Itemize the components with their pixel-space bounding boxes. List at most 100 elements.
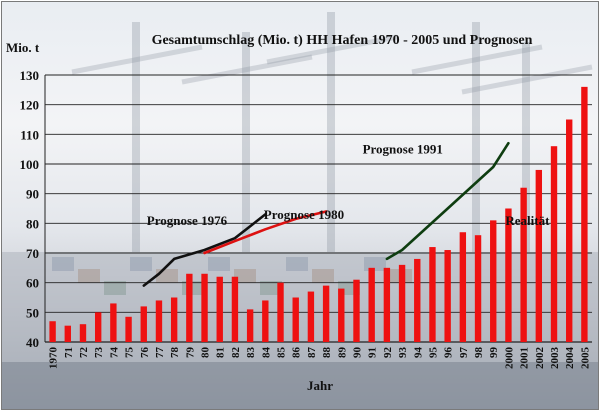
forecast-lines <box>142 141 510 287</box>
y-tick-label: 110 <box>20 127 39 142</box>
bar <box>64 325 71 342</box>
bar <box>231 276 239 342</box>
bar <box>535 169 543 342</box>
forecast-label: Prognose 1980 <box>264 207 344 222</box>
x-tick-label: 2002 <box>534 347 546 370</box>
x-tick-label: 83 <box>245 347 257 359</box>
bar <box>277 282 284 342</box>
grid <box>44 74 592 343</box>
forecast-label: Prognose 1976 <box>147 213 228 228</box>
container-shape <box>234 269 256 283</box>
y-tick-label: 130 <box>20 68 40 83</box>
x-tick-label: 82 <box>230 347 242 359</box>
container-shape <box>364 257 386 271</box>
bar <box>490 220 497 342</box>
x-tick-label: 2004 <box>564 347 576 370</box>
crane-shape <box>472 22 480 252</box>
y-axis-label: Mio. t <box>6 40 40 55</box>
y-tick-label: 50 <box>26 305 39 320</box>
x-tick-label: 79 <box>184 347 196 359</box>
x-tick-label: 96 <box>443 347 455 359</box>
bar <box>246 309 254 342</box>
crane-boom-shape <box>461 64 593 95</box>
x-tick-label: 76 <box>139 347 151 359</box>
bar <box>262 300 269 342</box>
x-tick-label: 75 <box>124 347 136 359</box>
forecast-label: Prognose 1991 <box>363 142 443 157</box>
container-shape <box>286 257 308 271</box>
x-tick-label: 2001 <box>519 347 531 369</box>
bar <box>292 297 299 342</box>
bar <box>125 316 132 342</box>
x-tick-label: 2000 <box>503 347 515 370</box>
container-shape <box>156 269 178 283</box>
bar <box>170 297 178 342</box>
x-tick-label: 84 <box>260 347 272 359</box>
crane-shape <box>327 12 335 252</box>
bar <box>459 232 467 342</box>
x-tick-label: 81 <box>215 347 227 358</box>
bar <box>155 300 163 342</box>
x-axis-label: Jahr <box>307 378 333 393</box>
bar <box>79 324 87 342</box>
chart-title: Gesamtumschlag (Mio. t) HH Hafen 1970 - … <box>152 33 533 48</box>
bar <box>444 250 451 342</box>
container-shape <box>260 281 282 295</box>
x-tick-label: 98 <box>473 347 485 359</box>
x-tick-label: 1970 <box>48 347 60 370</box>
y-tick-label: 60 <box>26 276 39 291</box>
x-tick-label: 2005 <box>579 347 591 370</box>
bar <box>474 235 482 342</box>
crane-boom-shape <box>71 44 203 75</box>
x-tick-label: 72 <box>78 347 90 359</box>
y-tick-label: 70 <box>26 246 39 261</box>
crane-shape <box>522 42 530 252</box>
x-tick-label: 92 <box>382 347 394 359</box>
bar <box>140 306 147 342</box>
y-tick-label: 40 <box>26 335 39 350</box>
bar <box>414 258 421 342</box>
bar <box>307 291 315 342</box>
bar <box>322 285 330 342</box>
x-tick-label: 74 <box>108 347 120 359</box>
x-tick-label: 88 <box>321 347 333 359</box>
bar <box>110 303 117 342</box>
x-tick-label: 80 <box>200 347 212 359</box>
bar <box>566 119 573 342</box>
x-tick-label: 99 <box>488 347 500 359</box>
bar <box>581 86 588 342</box>
forecast-line <box>142 213 267 287</box>
crane-boom-shape <box>411 44 543 75</box>
forecast-line <box>385 141 510 261</box>
bar <box>353 279 360 342</box>
bar <box>520 187 527 342</box>
crane-boom-shape <box>266 34 398 65</box>
bar <box>398 264 406 342</box>
bar <box>186 273 193 342</box>
water-shape <box>2 362 598 409</box>
y-tick-label: 90 <box>26 187 39 202</box>
container-shape <box>130 257 152 271</box>
x-tick-label: 90 <box>351 347 363 359</box>
x-tick-label: 77 <box>154 347 166 359</box>
bar <box>383 267 391 342</box>
x-tick-label: 85 <box>276 347 288 359</box>
bar <box>429 247 436 342</box>
forecast-line <box>203 210 328 255</box>
bar <box>338 288 345 342</box>
container-shape <box>104 281 126 295</box>
x-tick-label: 2003 <box>549 347 561 370</box>
x-tick-label: 71 <box>63 347 75 358</box>
bar <box>49 321 56 342</box>
bars <box>49 86 588 342</box>
y-tick-label: 100 <box>20 157 40 172</box>
bar <box>94 312 102 342</box>
x-tick-label: 78 <box>169 347 181 359</box>
y-tick-label: 80 <box>26 216 39 231</box>
annotation-label: Realität <box>505 213 550 228</box>
bar <box>201 273 208 342</box>
bar <box>550 146 558 342</box>
x-tick-label: 86 <box>291 347 303 359</box>
